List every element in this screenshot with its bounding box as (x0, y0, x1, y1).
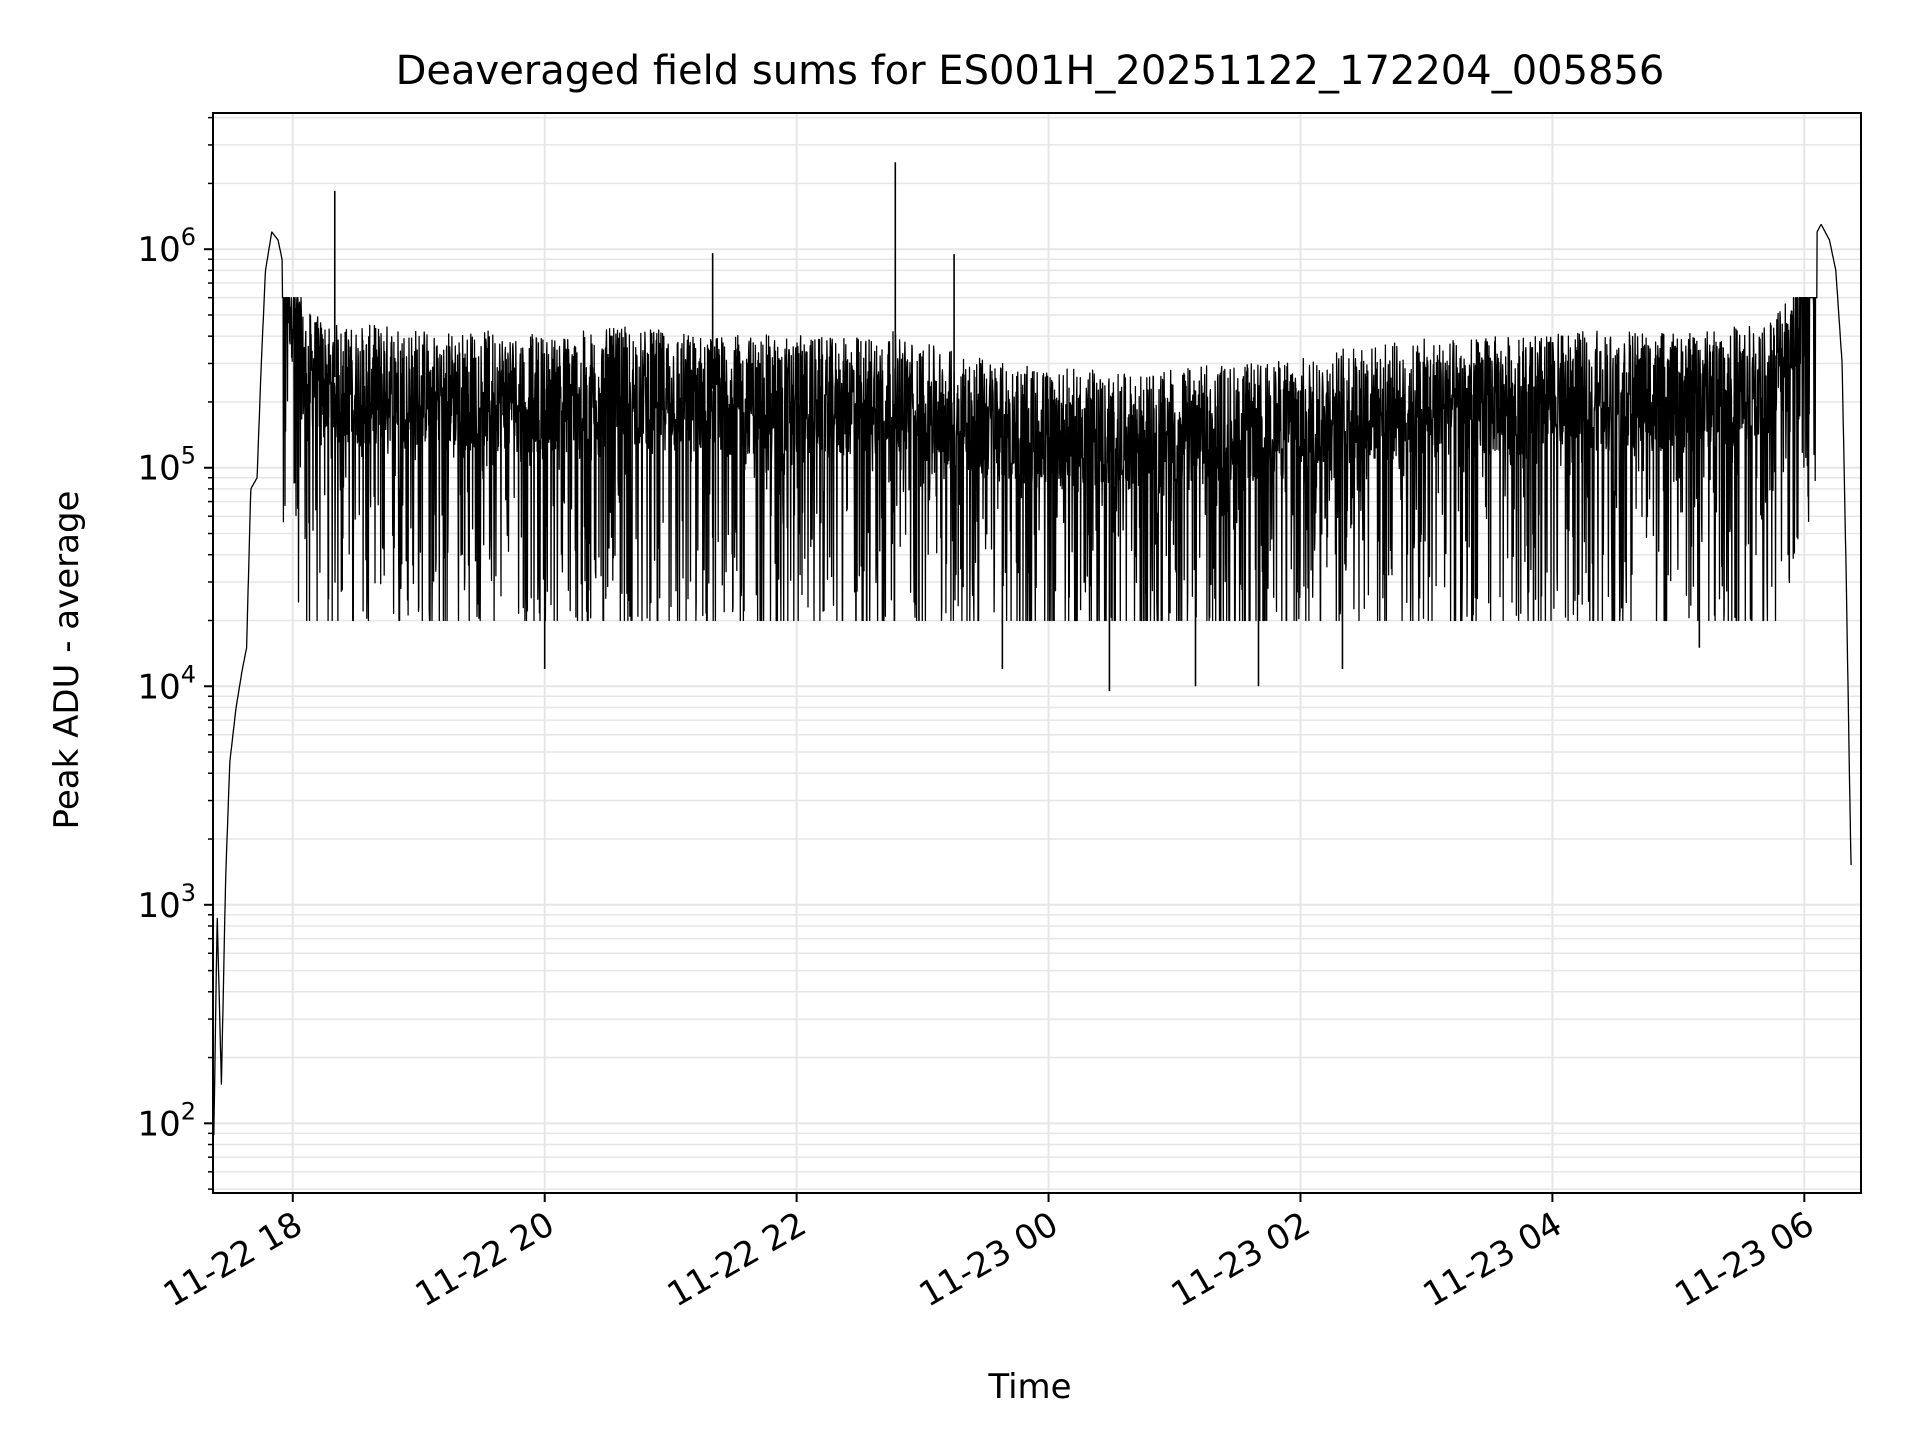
plot-frame (212, 112, 1862, 1194)
series-layer (213, 162, 1852, 1136)
y-axis-label: Peak ADU - average (47, 491, 87, 830)
x-axis-label: Time (987, 1367, 1071, 1407)
series-line (213, 223, 1852, 1136)
y-tick-label: 106 (137, 223, 196, 270)
chart-title: Deaveraged field sums for ES001H_2025112… (396, 48, 1665, 94)
